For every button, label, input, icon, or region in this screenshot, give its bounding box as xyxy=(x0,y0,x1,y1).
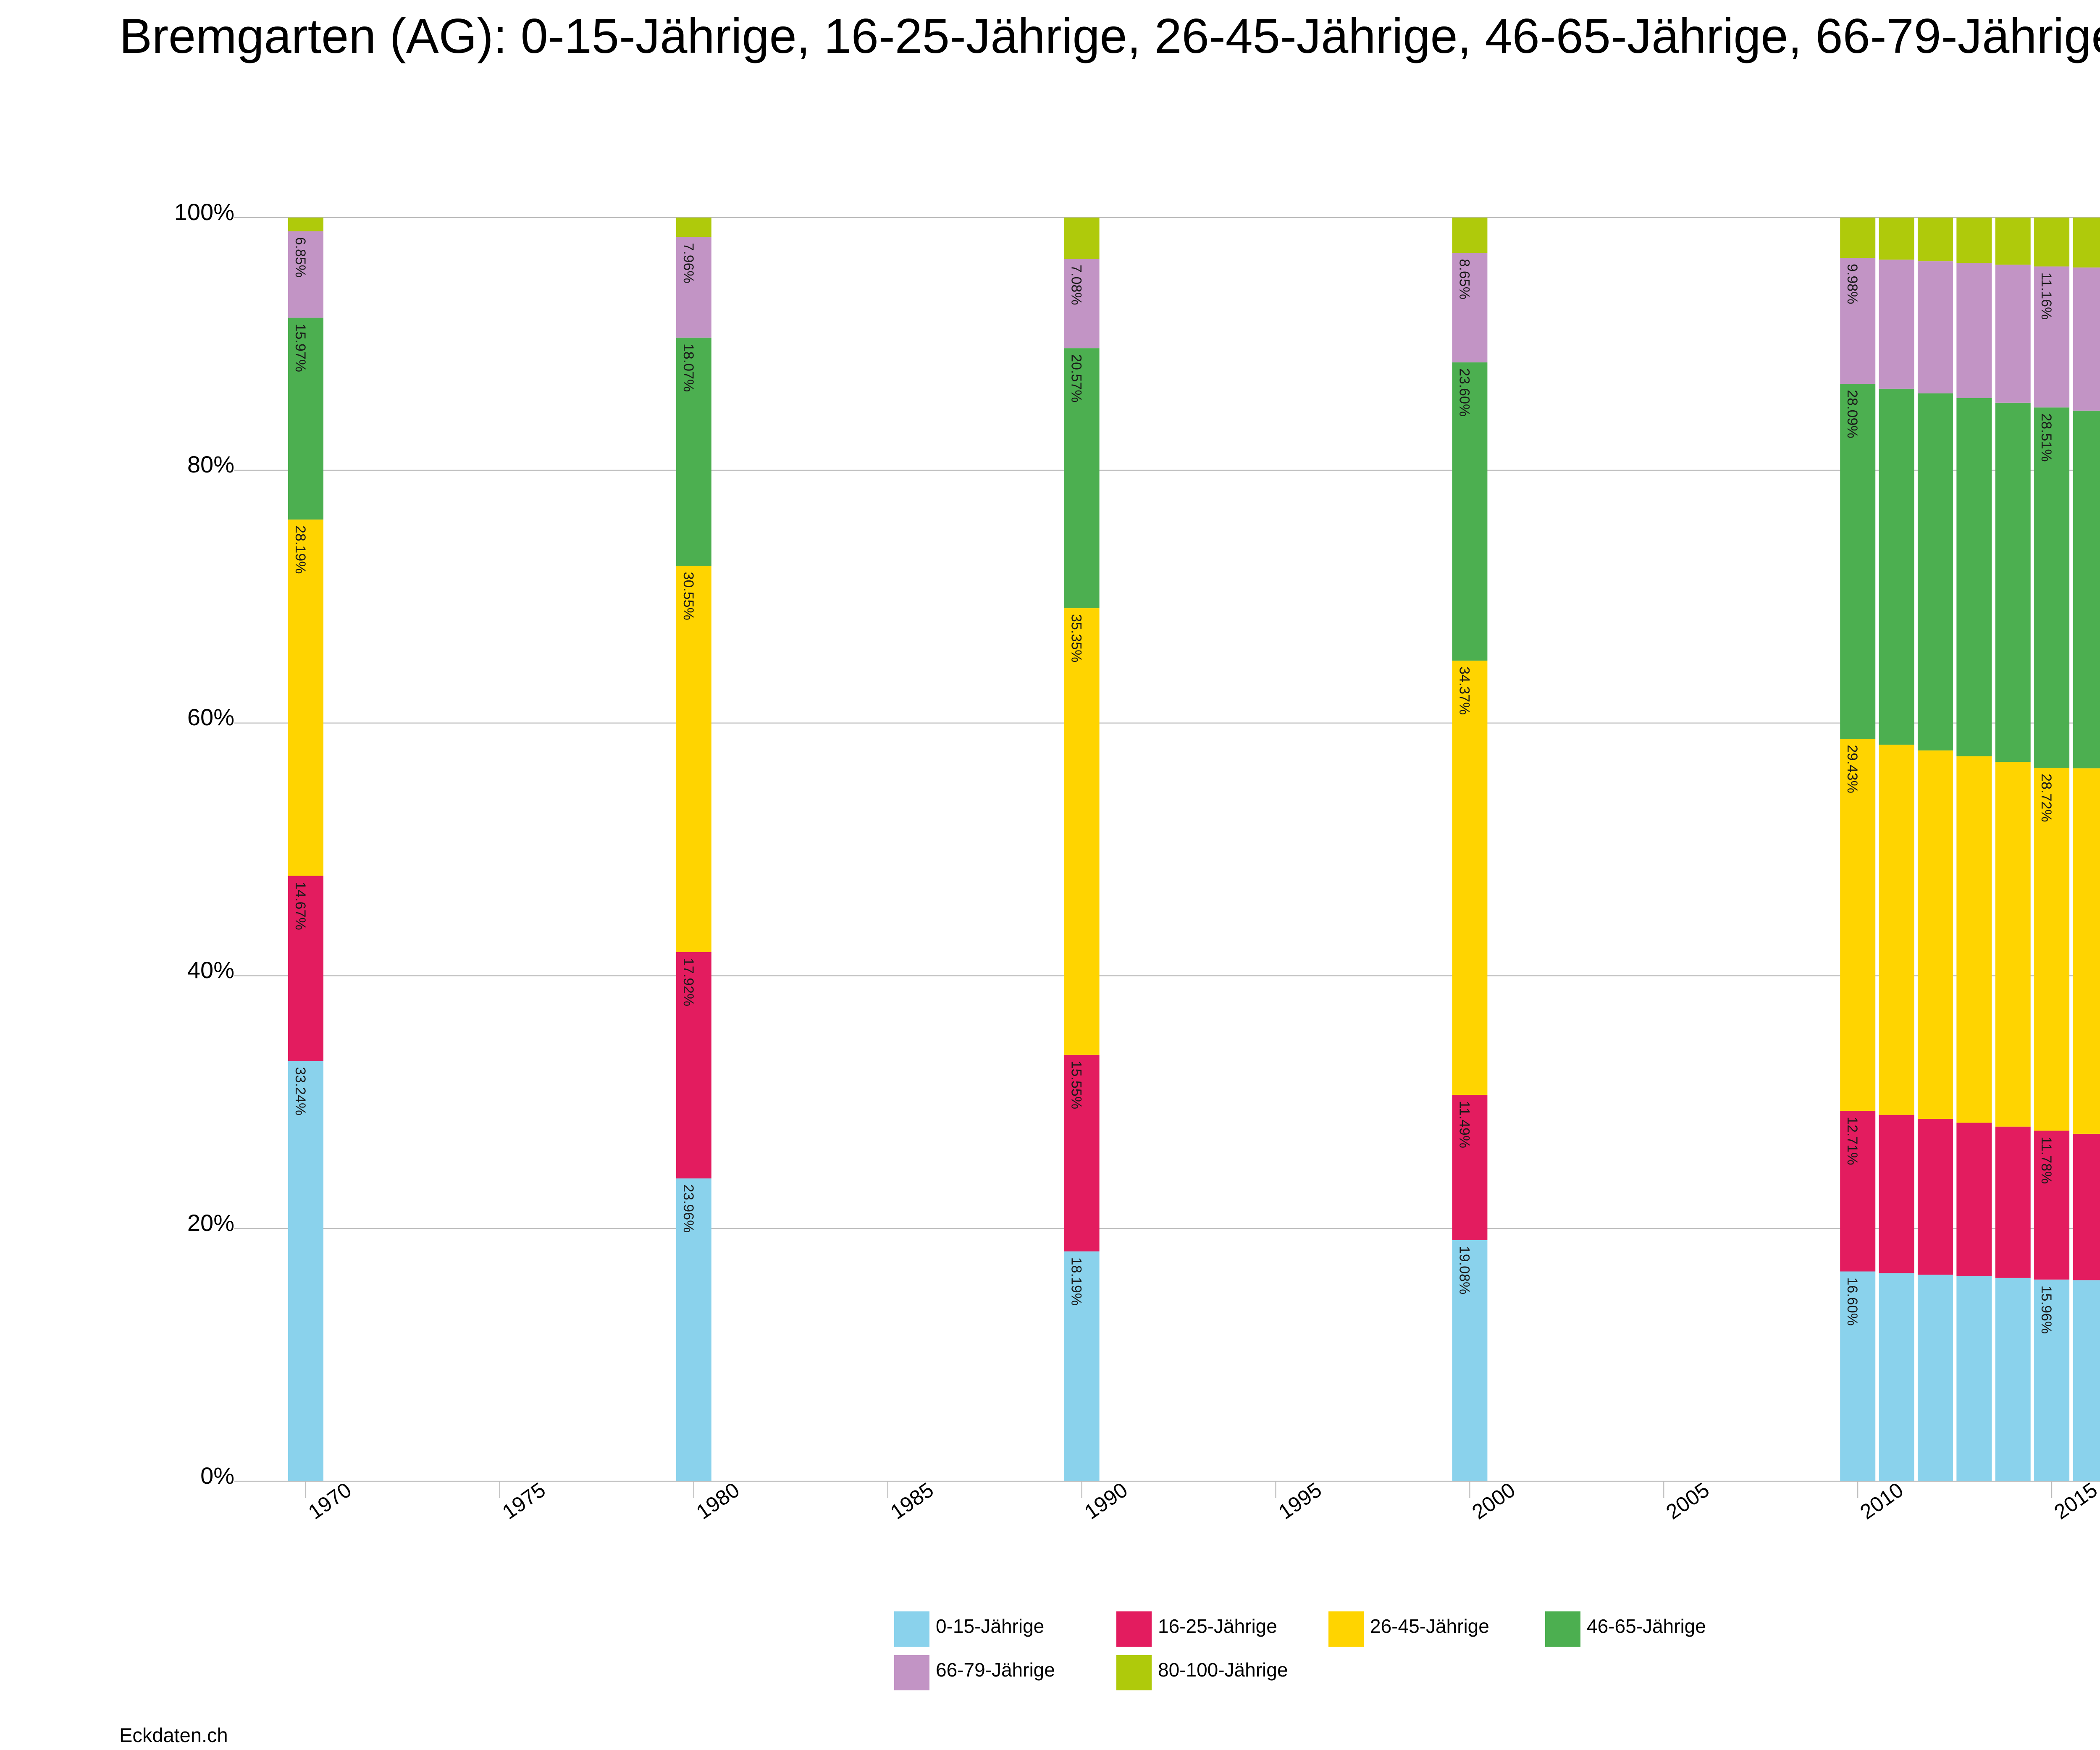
svg-text:18.07%: 18.07% xyxy=(680,344,696,392)
svg-text:19.08%: 19.08% xyxy=(1456,1246,1472,1294)
svg-text:33.24%: 33.24% xyxy=(292,1067,308,1115)
svg-text:7.96%: 7.96% xyxy=(680,243,696,283)
svg-text:11.16%: 11.16% xyxy=(2038,272,2054,320)
svg-text:20.57%: 20.57% xyxy=(1068,354,1084,402)
svg-text:8.65%: 8.65% xyxy=(1456,259,1472,299)
svg-text:23.96%: 23.96% xyxy=(680,1184,696,1233)
svg-text:12.71%: 12.71% xyxy=(1844,1117,1860,1165)
svg-text:9.98%: 9.98% xyxy=(1844,264,1860,304)
svg-text:28.51%: 28.51% xyxy=(2038,413,2054,462)
svg-text:28.09%: 28.09% xyxy=(1844,390,1860,438)
svg-text:23.60%: 23.60% xyxy=(1456,368,1472,417)
svg-text:35.35%: 35.35% xyxy=(1068,614,1084,662)
svg-text:17.92%: 17.92% xyxy=(680,958,696,1006)
svg-text:11.49%: 11.49% xyxy=(1456,1101,1472,1148)
svg-text:34.37%: 34.37% xyxy=(1456,666,1472,715)
svg-text:14.67%: 14.67% xyxy=(292,882,308,930)
svg-text:28.19%: 28.19% xyxy=(292,525,308,574)
svg-text:28.72%: 28.72% xyxy=(2038,774,2054,822)
svg-text:11.78%: 11.78% xyxy=(2038,1136,2054,1184)
svg-text:7.08%: 7.08% xyxy=(1068,265,1084,305)
svg-text:18.19%: 18.19% xyxy=(1068,1257,1084,1306)
svg-text:30.55%: 30.55% xyxy=(680,572,696,620)
svg-text:29.43%: 29.43% xyxy=(1844,745,1860,793)
svg-text:15.97%: 15.97% xyxy=(292,324,308,372)
svg-text:15.55%: 15.55% xyxy=(1068,1061,1084,1109)
svg-text:15.96%: 15.96% xyxy=(2038,1286,2054,1334)
svg-text:6.85%: 6.85% xyxy=(292,237,308,278)
svg-text:16.60%: 16.60% xyxy=(1844,1278,1860,1326)
